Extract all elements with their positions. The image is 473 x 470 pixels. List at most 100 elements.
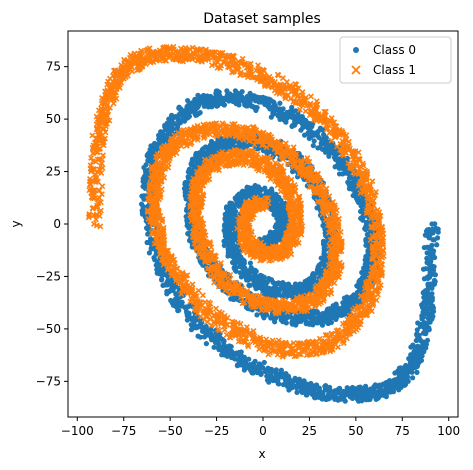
data-point-fill: [277, 100, 283, 106]
data-point-fill: [240, 188, 246, 194]
data-point-fill: [243, 98, 249, 104]
data-point-fill: [270, 287, 276, 293]
data-point-fill: [283, 286, 289, 292]
data-point-fill: [292, 118, 298, 124]
data-point-fill: [276, 110, 282, 117]
data-point-fill: [277, 188, 284, 195]
data-point-fill: [226, 98, 232, 104]
data-point-fill: [272, 319, 278, 325]
data-point-fill: [141, 164, 147, 171]
data-point-fill: [412, 361, 419, 367]
data-point-fill: [266, 379, 272, 385]
data-point-fill: [190, 316, 196, 322]
data-point-fill: [333, 316, 339, 322]
data-point-fill: [228, 354, 235, 361]
data-point-fill: [267, 146, 273, 152]
data-point-fill: [429, 306, 436, 312]
data-point-fill: [274, 196, 280, 202]
data-point-fill: [168, 286, 174, 292]
data-point-fill: [252, 274, 258, 280]
data-point-fill: [281, 223, 287, 230]
data-point-fill: [264, 312, 270, 318]
data-point-fill: [203, 341, 209, 347]
data-point-fill: [232, 256, 238, 262]
data-point-fill: [351, 178, 357, 184]
data-point-fill: [337, 386, 343, 392]
data-point-fill: [284, 109, 290, 116]
data-point-fill: [292, 281, 299, 287]
data-point-fill: [241, 357, 247, 363]
data-point-fill: [333, 302, 339, 308]
data-point-fill: [315, 394, 322, 400]
data-point-fill: [234, 90, 241, 96]
data-point-fill: [162, 124, 168, 130]
data-point-fill: [431, 264, 437, 270]
data-point-fill: [257, 369, 263, 375]
data-point-fill: [231, 203, 237, 209]
data-point-fill: [247, 282, 253, 288]
data-point-fill: [245, 189, 251, 195]
data-point-fill: [377, 386, 383, 392]
data-point-fill: [293, 318, 299, 324]
data-point-fill: [424, 301, 430, 307]
data-point-fill: [229, 217, 235, 223]
data-point-fill: [352, 386, 359, 392]
data-point-fill: [429, 295, 435, 301]
data-point-fill: [269, 186, 275, 192]
data-point-fill: [280, 202, 286, 209]
data-point-fill: [314, 205, 320, 211]
data-point-fill: [217, 145, 223, 151]
data-point-fill: [282, 317, 288, 323]
data-point-fill: [249, 103, 255, 109]
data-point-fill: [299, 120, 305, 126]
data-point-fill: [273, 314, 279, 321]
data-point-fill: [280, 293, 287, 299]
data-point-fill: [236, 192, 242, 198]
data-point-fill: [424, 337, 431, 343]
data-point-fill: [319, 137, 325, 143]
data-point-fill: [246, 356, 252, 362]
data-point-fill: [313, 315, 319, 321]
data-point-fill: [333, 308, 340, 314]
data-point-fill: [231, 234, 237, 241]
data-point-fill: [334, 156, 340, 162]
data-point-fill: [159, 272, 165, 278]
data-point-fill: [407, 364, 413, 371]
data-point-fill: [201, 334, 208, 340]
data-point-fill: [273, 292, 280, 298]
data-point-fill: [267, 237, 274, 243]
data-point-fill: [418, 357, 425, 364]
data-point-fill: [264, 286, 270, 292]
data-point-fill: [423, 266, 429, 272]
data-point-fill: [247, 268, 254, 275]
data-point-fill: [243, 267, 249, 273]
data-point-fill: [414, 369, 420, 375]
data-point-fill: [289, 318, 295, 325]
data-point-fill: [193, 165, 199, 171]
data-point-fill: [304, 392, 310, 398]
data-point-fill: [290, 169, 296, 175]
data-point-fill: [176, 307, 182, 313]
data-point-fill: [173, 291, 179, 297]
data-point-fill: [289, 284, 295, 290]
data-point-fill: [257, 364, 263, 370]
data-point-fill: [276, 230, 282, 236]
data-point-fill: [344, 385, 350, 391]
data-point-fill: [160, 129, 166, 135]
data-point-fill: [250, 185, 256, 191]
data-point-fill: [253, 279, 259, 285]
data-point-fill: [410, 375, 416, 381]
data-point-fill: [195, 153, 201, 159]
data-point-fill: [247, 276, 253, 282]
data-point-fill: [298, 127, 304, 133]
data-point-fill: [420, 314, 427, 320]
data-point-fill: [183, 187, 190, 193]
data-point-fill: [167, 124, 173, 130]
data-point-fill: [430, 313, 436, 319]
data-point-fill: [268, 291, 274, 297]
data-point-fill: [229, 225, 235, 231]
data-point-fill: [347, 394, 354, 400]
data-point-fill: [289, 315, 295, 321]
data-point-fill: [274, 213, 280, 219]
